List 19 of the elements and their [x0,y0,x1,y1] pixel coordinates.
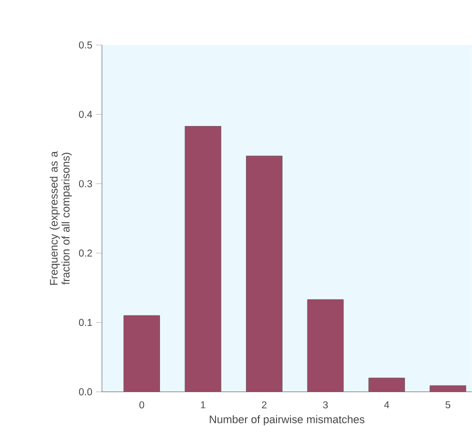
bar [184,126,222,392]
x-tick-label: 2 [262,401,266,408]
y-tick-label: 0.5 [78,42,92,49]
y-tick-label: 0.1 [78,319,92,326]
y-axis-title: Frequency (expressed as a fraction of all comparisons) [50,151,72,285]
bar [124,315,160,392]
y-tick-label: 0.2 [78,250,92,257]
bar [246,156,282,392]
x-tick-label: 5 [446,401,450,408]
bar [307,299,344,392]
y-tick-label: 0.3 [78,180,92,188]
y-tick-label: 0.0 [78,388,92,396]
x-axis-title: Number of pairwise mismatches [210,415,364,426]
bar [368,378,405,392]
x-tick-label: 0 [139,401,144,408]
x-tick-label: 4 [384,401,390,408]
y-tick-label: 0.4 [78,110,92,118]
x-tick-label: 1 [200,401,206,408]
x-tick-label: 3 [323,401,328,408]
